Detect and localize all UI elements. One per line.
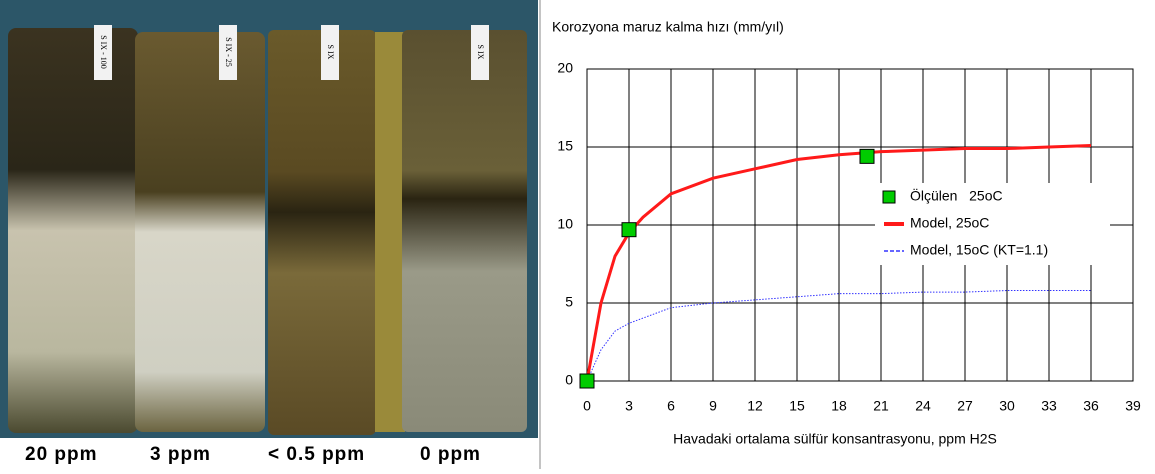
x-tick-label: 15	[789, 398, 805, 414]
legend-swatch	[882, 190, 896, 204]
tag-label	[321, 25, 339, 80]
legend-bg	[875, 183, 1110, 265]
point	[579, 373, 595, 389]
tag-label	[219, 25, 237, 80]
y-tick-label: 20	[557, 60, 573, 76]
photo-caption: 3 ppm	[150, 444, 211, 465]
x-tick-label: 9	[709, 398, 717, 414]
x-tick-label: 24	[915, 398, 931, 414]
x-tick-label: 30	[999, 398, 1015, 414]
tag-text: S IX - 100	[99, 35, 108, 69]
x-tick-label: 33	[1041, 398, 1057, 414]
strip	[135, 32, 265, 432]
tag-label	[94, 25, 112, 80]
series-line	[586, 290, 1091, 382]
strip	[8, 28, 138, 433]
x-tick-label: 18	[831, 398, 847, 414]
y-tick-label: 15	[557, 138, 573, 154]
legend-label: Model, 25oC	[910, 215, 989, 231]
x-tick-label: 39	[1125, 398, 1141, 414]
legend-label: Model, 15oC (KT=1.1)	[910, 242, 1048, 258]
y-tick-label: 5	[565, 294, 573, 310]
chart-title: Korozyona maruz kalma hızı (mm/yıl)	[552, 19, 784, 35]
x-tick-label: 21	[873, 398, 889, 414]
caption-bar	[0, 438, 538, 469]
x-tick-label: 36	[1083, 398, 1099, 414]
x-axis-label: Havadaki ortalama sülfür konsantrasyonu,…	[673, 431, 997, 447]
tag-label	[471, 25, 489, 80]
strip	[402, 30, 527, 432]
photo-caption: < 0.5 ppm	[268, 444, 365, 465]
tag-text: S IX	[476, 45, 485, 60]
photo-caption: 20 ppm	[25, 444, 98, 465]
x-tick-label: 12	[747, 398, 763, 414]
tag-text: S IX	[326, 45, 335, 60]
y-tick-label: 10	[557, 216, 573, 232]
y-tick-label: 0	[565, 372, 573, 388]
x-tick-label: 6	[667, 398, 675, 414]
tag-text: S IX - 25	[224, 37, 233, 67]
photo-caption: 0 ppm	[420, 444, 481, 465]
point	[859, 148, 875, 164]
series-line	[585, 143, 1092, 382]
point	[621, 222, 637, 238]
x-tick-label: 0	[583, 398, 591, 414]
strip	[268, 30, 376, 435]
strip	[375, 32, 405, 432]
x-tick-label: 3	[625, 398, 633, 414]
x-tick-label: 27	[957, 398, 973, 414]
legend-label: Ölçülen 25oC	[910, 187, 1003, 204]
